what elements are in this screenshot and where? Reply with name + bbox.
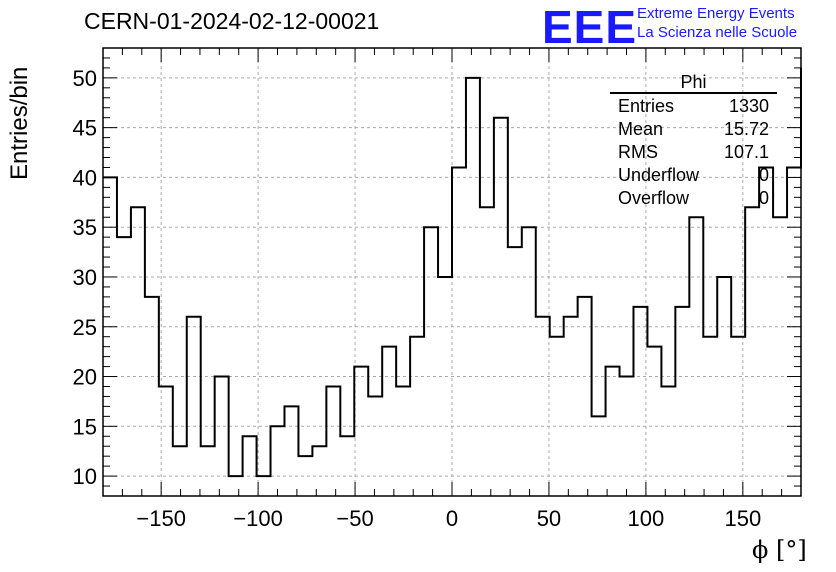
y-tick-label: 15 (73, 414, 97, 439)
histogram-bin (271, 426, 285, 496)
y-tick-label: 30 (73, 265, 97, 290)
histogram-bin (145, 297, 159, 496)
y-tick-label: 45 (73, 116, 97, 141)
x-tick-label: −50 (336, 506, 373, 531)
histogram-bin (759, 167, 773, 496)
stats-box: Phi Entries 1330 Mean 15.72 RMS 107.1 Underflow… (610, 72, 777, 208)
histogram-bin (215, 377, 229, 496)
stats-value: 0 (759, 188, 769, 208)
logo-line-2: La Scienza nelle Scuole (637, 24, 798, 41)
stats-label: Mean (618, 119, 663, 139)
histogram-bin (536, 317, 550, 496)
stats-label: Underflow (618, 165, 700, 185)
histogram-bin (410, 337, 424, 496)
histogram-bin (298, 456, 312, 496)
histogram-bin (438, 277, 452, 496)
histogram-bin (382, 347, 396, 496)
histogram-bin (284, 406, 298, 496)
stats-value: 0 (759, 165, 769, 185)
histogram-bin (647, 347, 661, 496)
histogram-bin (368, 396, 382, 496)
histogram-bin (731, 337, 745, 496)
y-axis-label: Entries/bin (6, 66, 33, 180)
histogram-bin (661, 386, 675, 496)
x-axis-label: ϕ [°] (752, 536, 807, 564)
histogram-bin (620, 377, 634, 496)
y-tick-label: 50 (73, 66, 97, 91)
histogram-bin (396, 386, 410, 496)
histogram-bin (201, 446, 215, 496)
histogram-bin (745, 207, 759, 496)
stats-label: Overflow (618, 188, 690, 208)
y-tick-label: 25 (73, 315, 97, 340)
histogram-bin (578, 297, 592, 496)
histogram-bin (773, 217, 787, 496)
x-tick-label: 0 (446, 506, 458, 531)
histogram-bin (606, 367, 620, 496)
histogram-bin (131, 207, 145, 496)
histogram-bin (675, 307, 689, 496)
stats-value: 107.1 (724, 142, 769, 162)
histogram-bars (103, 67, 802, 496)
stats-value: 15.72 (724, 119, 769, 139)
histogram-bin (354, 367, 368, 496)
histogram-bin (522, 227, 536, 496)
histogram-bin (257, 476, 271, 496)
stats-value: 1330 (729, 96, 769, 116)
histogram-bin (508, 247, 522, 496)
stats-label: RMS (618, 142, 658, 162)
x-tick-label: −150 (136, 506, 186, 531)
histogram-bin (633, 307, 647, 496)
x-tick-label: 50 (537, 506, 561, 531)
histogram-bin (466, 78, 480, 496)
x-tick-label: 100 (628, 506, 665, 531)
histogram-bin (159, 386, 173, 496)
histogram-outline (103, 67, 802, 478)
stats-label: Entries (618, 96, 674, 116)
histogram-bin (717, 277, 731, 496)
chart-title: CERN-01-2024-02-12-00021 (84, 8, 380, 34)
histogram-bin (173, 446, 187, 496)
histogram-bin (187, 317, 201, 496)
y-tick-label: 20 (73, 365, 97, 390)
histogram-bin (703, 337, 717, 496)
logo-line-1: Extreme Energy Events (637, 5, 795, 22)
x-tick-label: 150 (724, 506, 761, 531)
histogram-bin (452, 167, 466, 496)
histogram-bin (550, 337, 564, 496)
ticks (103, 48, 801, 496)
histogram-bin (564, 317, 578, 496)
histogram-bin (229, 476, 243, 496)
histogram-bin (117, 237, 131, 496)
histogram-bin (312, 446, 326, 496)
y-tick-label: 40 (73, 165, 97, 190)
stats-title: Phi (680, 72, 706, 92)
histogram-bin (243, 436, 257, 496)
histogram-bin (494, 118, 508, 496)
histogram-bin (592, 416, 606, 496)
histogram-bin (326, 386, 340, 496)
y-tick-label: 35 (73, 215, 97, 240)
tick-labels: −150 −100 −50 0 50 100 150 10 15 20 25 30 35 40 45 50 (73, 66, 762, 531)
histogram-bin (424, 227, 438, 496)
x-tick-label: −100 (233, 506, 283, 531)
logo-text: Extreme Energy Events La Scienza nelle S… (637, 4, 797, 42)
y-tick-label: 10 (73, 464, 97, 489)
eee-logo: EEE (542, 1, 638, 53)
histogram-bin (689, 217, 703, 496)
histogram-bin (480, 207, 494, 496)
histogram-bin (340, 436, 354, 496)
